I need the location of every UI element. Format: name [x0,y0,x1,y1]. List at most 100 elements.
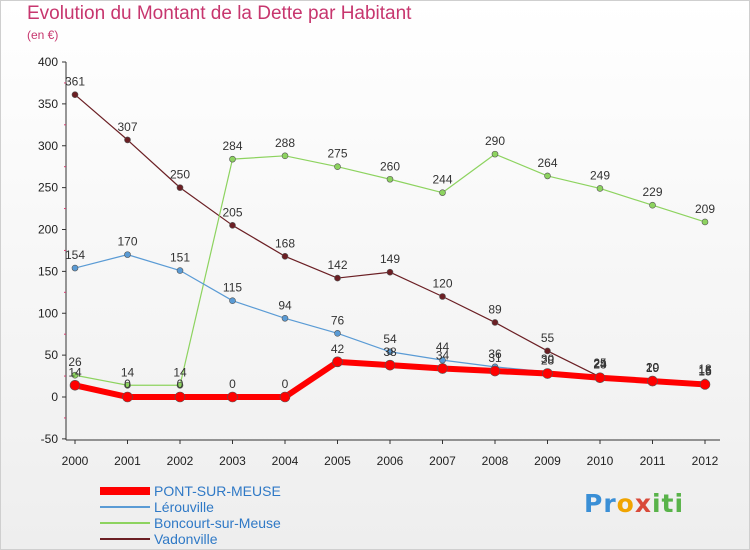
y-tick-label: 100 [38,306,58,320]
y-tick-label: 50 [45,348,59,362]
data-point-pont-sur-meuse [122,391,133,403]
data-label-boncourt-sur-meuse: 209 [695,202,715,216]
y-tick-label: 350 [38,97,58,111]
data-label-boncourt-sur-meuse: 284 [222,139,242,153]
data-label-pont-sur-meuse: 28 [541,354,555,368]
legend-swatch [100,522,150,524]
data-point-boncourt-sur-meuse [386,175,394,183]
data-label-pont-sur-meuse: 23 [593,358,607,372]
data-point-vadonville [71,91,79,98]
y-tick-label: 300 [38,139,58,153]
data-point-boncourt-sur-meuse [544,172,551,180]
data-label-boncourt-sur-meuse: 229 [642,185,662,199]
data-point-boncourt-sur-meuse [701,218,709,226]
data-label-boncourt-sur-meuse: 290 [485,134,505,148]
data-point-pont-sur-meuse [174,391,186,403]
data-label-boncourt-sur-meuse: 275 [327,147,347,161]
data-label-vadonville: 16 [698,364,712,378]
x-tick-label: 2007 [429,454,456,468]
data-label-vadonville: 142 [327,258,347,272]
data-point-boncourt-sur-meuse [439,189,446,196]
data-point-pont-sur-meuse [69,379,81,391]
data-label-pont-sur-meuse: 0 [229,377,236,391]
data-label-l-rouville: 20 [646,360,660,374]
data-label-vadonville: 120 [432,277,452,291]
data-label-pont-sur-meuse: 15 [698,364,712,378]
data-label-l-rouville: 94 [278,298,292,312]
data-label-boncourt-sur-meuse: 249 [590,168,610,182]
x-tick-label: 2012 [692,454,719,468]
data-label-l-rouville: 154 [65,248,85,262]
x-tick-label: 2008 [482,454,509,468]
x-tick-label: 2005 [324,454,351,468]
data-label-pont-sur-meuse: 31 [488,351,502,365]
data-label-l-rouville: 18 [698,362,712,376]
data-point-pont-sur-meuse [699,379,711,390]
data-point-vadonville [386,268,394,276]
data-label-boncourt-sur-meuse: 260 [380,159,400,173]
data-label-boncourt-sur-meuse: 14 [173,365,187,379]
data-point-pont-sur-meuse [279,391,291,403]
legend-label: Vadonville [154,531,218,547]
data-point-pont-sur-meuse [489,365,501,377]
data-label-l-rouville: 115 [223,281,242,295]
data-label-pont-sur-meuse: 19 [646,361,660,375]
data-label-l-rouville: 44 [436,340,450,354]
y-tick-label: 150 [38,264,58,278]
x-tick-label: 2010 [587,454,614,468]
x-tick-label: 2000 [62,454,89,468]
y-tick-label: 0 [51,390,58,404]
data-label-pont-sur-meuse: 0 [177,377,184,391]
data-label-pont-sur-meuse: 0 [124,377,131,391]
data-point-pont-sur-meuse [384,359,396,371]
data-label-l-rouville: 76 [331,313,345,327]
legend-label: PONT-SUR-MEUSE [154,483,281,499]
legend-swatch [100,506,150,508]
data-point-pont-sur-meuse [437,363,448,374]
chart-title: Evolution du Montant de la Dette par Hab… [27,3,412,24]
proxiti-logo: Proxiti [584,489,685,518]
data-point-boncourt-sur-meuse [281,152,289,160]
data-label-vadonville: 250 [170,168,190,182]
x-tick-label: 2006 [377,454,404,468]
data-point-l-rouville [176,267,184,274]
x-tick-label: 2003 [219,454,246,468]
data-label-vadonville: 307 [117,120,137,134]
data-label-vadonville: 168 [275,236,295,250]
data-label-l-rouville: 151 [170,251,190,265]
data-point-boncourt-sur-meuse [176,381,184,389]
data-label-boncourt-sur-meuse: 14 [121,365,135,379]
data-point-boncourt-sur-meuse [229,155,236,163]
x-tick-label: 2002 [167,454,194,468]
data-point-boncourt-sur-meuse [649,201,656,209]
x-tick-label: 2001 [114,454,141,468]
data-label-l-rouville: 54 [383,332,397,346]
data-point-vadonville [124,136,131,144]
data-point-boncourt-sur-meuse [334,163,341,170]
data-point-l-rouville [334,330,341,337]
data-label-boncourt-sur-meuse: 288 [275,136,295,150]
data-point-pont-sur-meuse [332,356,343,368]
legend-label: Boncourt-sur-Meuse [154,515,281,531]
data-label-vadonville: 20 [646,360,660,374]
data-point-vadonville [334,274,341,282]
data-label-vadonville: 55 [541,331,555,345]
data-point-boncourt-sur-meuse [124,381,131,389]
legend-swatch [100,487,150,495]
data-point-vadonville [281,252,289,260]
data-point-vadonville [491,319,499,326]
data-point-pont-sur-meuse [542,368,553,379]
data-label-pont-sur-meuse: 0 [282,377,289,391]
data-label-pont-sur-meuse: 38 [383,345,397,359]
data-point-vadonville [439,293,446,300]
data-label-l-rouville: 25 [593,356,607,370]
legend-label: Lérouville [154,499,214,515]
data-label-vadonville: 24 [593,357,607,371]
data-label-l-rouville: 30 [541,352,555,366]
data-point-vadonville [229,222,236,229]
data-point-l-rouville [439,356,446,364]
y-tick-label: 250 [38,181,58,195]
legend-swatch [100,538,150,540]
